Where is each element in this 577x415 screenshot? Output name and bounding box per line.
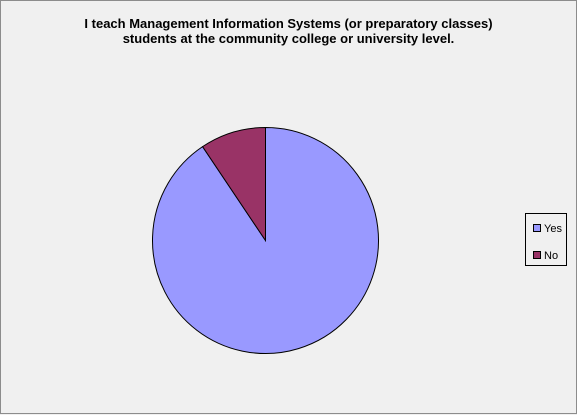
legend-item-yes: Yes	[533, 223, 562, 235]
legend-swatch-yes	[533, 224, 541, 233]
chart-title-line-2: students at the community college or uni…	[122, 31, 455, 46]
legend-label-no: No	[544, 250, 559, 262]
pie-slices	[152, 126, 379, 354]
legend-label-yes: Yes	[544, 223, 562, 235]
pie-slice-no	[201, 126, 266, 243]
legend-item-no: No	[533, 250, 558, 262]
chart-title: I teach Management Information Systems (…	[1, 16, 576, 46]
legend: Yes No	[525, 213, 567, 266]
legend-swatch-no	[533, 251, 541, 260]
chart-title-line-1: I teach Management Information Systems (…	[84, 16, 493, 31]
